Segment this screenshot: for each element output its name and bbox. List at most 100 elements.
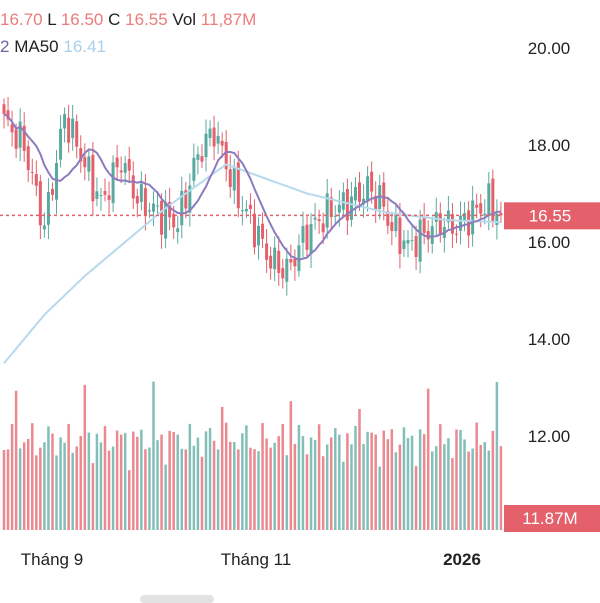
volume-bars [2,381,503,530]
volume-bar [378,466,381,530]
volume-bar [164,464,167,530]
candle [459,201,463,245]
candle [87,149,91,182]
volume-label: Vol [172,10,197,29]
candle [127,146,131,184]
volume-bar [119,434,123,530]
candle [188,173,192,227]
volume-bar [79,435,83,530]
volume-bar [220,406,224,530]
volume-bar [471,448,474,530]
volume-bar [422,434,426,530]
candle [325,178,329,239]
volume-bar [59,437,62,530]
volume-bar [463,439,466,530]
volume-bar [317,424,321,530]
volume-bar [338,434,341,530]
volume-bar [99,442,103,530]
open-value: 16.70 [0,10,43,29]
candle [317,209,321,234]
volume-bar [204,431,208,530]
volume-bar [358,408,361,530]
volume-bar [160,434,163,530]
candle [390,211,394,246]
volume-bar [410,435,414,530]
volume-bar [325,444,329,530]
candle [483,199,487,225]
time-axis-label: 2026 [443,550,481,569]
candle [216,121,220,155]
volume-bar [439,424,442,530]
volume-bar [443,444,446,530]
volume-bar [426,388,430,530]
candle [410,225,414,251]
candle [71,104,75,151]
candle [366,166,370,212]
candle [59,115,63,168]
candle [83,143,87,181]
volume-bar [269,447,272,530]
candle [341,182,345,217]
candle [67,104,71,153]
volume-bar [43,442,46,530]
candle [386,196,390,235]
close-label: C [108,10,121,29]
volume-bar [176,434,179,530]
candle [156,191,160,214]
volume-bar [22,442,26,530]
candle [442,217,446,253]
low-label: L [47,10,57,29]
volume-bar [297,424,301,530]
candle [164,190,168,249]
price-axis: 20.00 18.00 16.00 14.00 12.00 [528,39,571,446]
volume-bar [321,456,325,530]
volume-bar [192,445,196,530]
volume-bar [402,427,406,530]
volume-bar [180,448,184,530]
candle [370,161,374,204]
volume-bar [208,428,212,530]
volume-bar [475,422,478,530]
volume-bar [305,454,309,530]
candle [200,144,204,168]
volume-bar [334,428,337,530]
candle [414,225,418,270]
volume-bar [224,422,228,530]
volume-bar [168,430,171,530]
candle [204,119,208,172]
candle [212,115,216,161]
ma-legend: 2 MA50 16.41 [0,37,106,57]
candle [79,135,83,173]
candle [463,202,467,232]
volume-bar [479,444,482,530]
volume-bar [107,450,111,530]
volume-bar [394,452,398,530]
candle [261,212,265,249]
volume-bar [6,449,10,530]
candle [273,236,277,282]
volume-bar [370,432,373,530]
candle [289,244,293,271]
volume-bar [216,449,220,530]
candles [2,96,503,296]
volume-bar [245,425,248,530]
candle [91,142,95,216]
candle [22,112,26,162]
volume-bar [31,423,34,530]
volume-bar [103,426,107,530]
volume-bar [39,447,42,530]
volume-bar [63,442,66,530]
volume-bar [212,440,216,530]
volume-bar [26,438,30,530]
volume-bar [499,446,503,530]
volume-bar [293,443,297,530]
candle [422,202,426,245]
candle [394,204,398,238]
candle [374,181,378,223]
candle [228,154,232,198]
volume-bar [196,437,200,530]
ma-short-fragment: 2 [0,37,10,56]
volume-bar [249,447,252,530]
volume-bar [228,441,232,530]
